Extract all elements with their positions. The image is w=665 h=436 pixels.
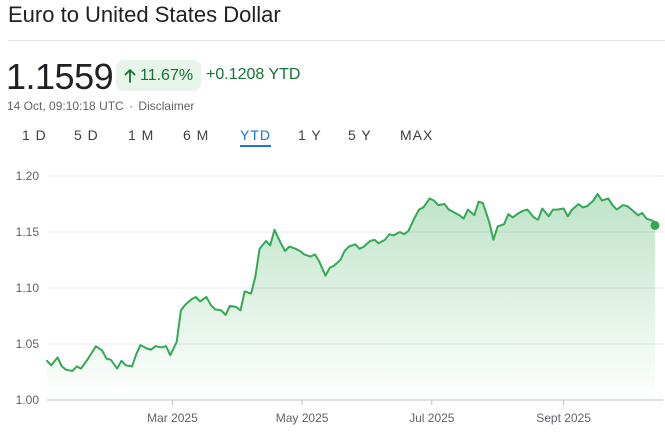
x-axis-ticks: Mar 2025 May 2025 Jul 2025 Sept 2025 — [147, 400, 591, 425]
price-area-fill — [47, 193, 655, 400]
tab-5d[interactable]: 5 D — [74, 127, 99, 143]
tab-6m[interactable]: 6 M — [183, 127, 210, 143]
tab-1d[interactable]: 1 D — [22, 127, 47, 143]
tab-1m[interactable]: 1 M — [128, 127, 155, 143]
last-price-point — [650, 220, 660, 230]
disclaimer-link[interactable]: Disclaimer — [138, 99, 195, 113]
meta-separator: · — [129, 99, 134, 113]
tab-ytd[interactable]: YTD — [240, 127, 271, 147]
tab-5y[interactable]: 5 Y — [348, 127, 372, 143]
x-tick-label: Jul 2025 — [409, 411, 455, 425]
change-absolute: +0.1208 YTD — [206, 66, 301, 83]
y-tick-label: 1.20 — [16, 169, 40, 183]
change-percent-badge: 11.67% — [116, 60, 202, 91]
x-tick-label: Sept 2025 — [536, 411, 591, 425]
y-axis-ticks: 1.00 1.05 1.10 1.15 1.20 — [16, 169, 40, 407]
quote-timestamp: 14 Oct, 09:10:18 UTC — [7, 99, 124, 113]
exchange-rate-chart: 1.00 1.05 1.10 1.15 1.20 Mar 2025 May 2025 Jul… — [16, 169, 663, 425]
header-divider — [8, 40, 665, 41]
time-range-tabs: 1 D 5 D 1 M 6 M YTD 1 Y 5 Y MAX — [0, 127, 460, 149]
page-title: Euro to United States Dollar — [8, 2, 281, 27]
x-tick-label: Mar 2025 — [147, 411, 198, 425]
current-price: 1.1559 — [6, 56, 114, 97]
x-tick-label: May 2025 — [276, 411, 329, 425]
y-tick-label: 1.10 — [16, 281, 40, 295]
y-tick-label: 1.00 — [16, 393, 40, 407]
y-tick-label: 1.05 — [16, 337, 40, 351]
quote-meta: 14 Oct, 09:10:18 UTC · Disclaimer — [7, 99, 194, 113]
arrow-up-icon — [124, 68, 136, 83]
tab-max[interactable]: MAX — [400, 127, 434, 143]
tab-1y[interactable]: 1 Y — [298, 127, 322, 143]
price-line — [46, 192, 656, 372]
change-percent: 11.67% — [140, 66, 194, 84]
y-tick-label: 1.15 — [16, 225, 40, 239]
